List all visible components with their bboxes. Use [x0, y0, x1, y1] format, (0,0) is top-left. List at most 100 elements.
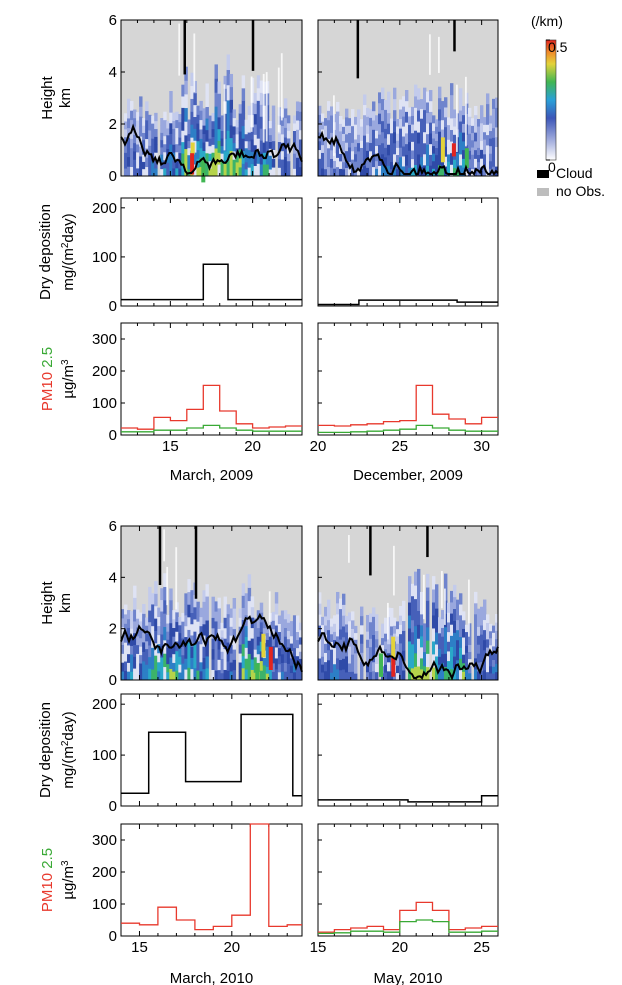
lidar-extinction-cell	[471, 118, 475, 126]
lidar-extinction-cell	[286, 122, 291, 131]
lidar-extinction-cell	[244, 147, 249, 156]
lidar-extinction-cell	[339, 629, 343, 640]
lidar-extinction-cell	[265, 632, 270, 640]
lidar-extinction-cell	[196, 149, 200, 159]
lidar-extinction-cell	[259, 152, 264, 165]
lidar-extinction-cell	[369, 159, 373, 169]
lidar-extinction-cell	[262, 672, 267, 681]
lidar-extinction-cell	[390, 132, 394, 141]
lidar-extinction-cell	[193, 152, 197, 165]
lidar-extinction-cell	[420, 669, 424, 681]
lidar-extinction-cell	[166, 128, 170, 136]
lidar-extinction-cell	[145, 157, 149, 168]
lidar-extinction-cell	[387, 112, 391, 124]
lidar-extinction-cell	[444, 653, 448, 668]
lidar-extinction-cell	[142, 603, 146, 614]
lidar-extinction-cell	[298, 672, 303, 681]
lidar-extinction-cell	[369, 109, 373, 118]
lidar-extinction-cell	[477, 653, 481, 663]
lidar-extinction-cell	[178, 632, 182, 642]
lidar-extinction-cell	[408, 158, 412, 168]
lidar-extinction-cell	[345, 167, 349, 177]
lidar-extinction-cell	[372, 670, 376, 681]
lidar-extinction-cell	[423, 665, 427, 674]
lidar-extinction-cell	[375, 638, 379, 648]
lidar-extinction-cell	[139, 646, 143, 656]
lidar-extinction-cell	[342, 626, 346, 638]
lidar-sparse-column	[265, 72, 268, 142]
lidar-extinction-cell	[492, 632, 496, 640]
lidar-extinction-cell	[336, 646, 340, 659]
lidar-extinction-cell	[453, 608, 457, 621]
lidar-extinction-cell	[339, 123, 343, 132]
lidar-extinction-cell	[348, 168, 352, 177]
lidar-extinction-cell	[381, 87, 385, 100]
lidar-extinction-cell	[402, 156, 406, 167]
lidar-extinction-cell	[372, 101, 376, 112]
lidar-extinction-cell	[336, 120, 340, 131]
lidar-extinction-cell	[169, 165, 173, 177]
lidar-extinction-cell	[327, 599, 331, 611]
lidar-extinction-cell	[136, 128, 140, 137]
lidar-extinction-cell	[333, 663, 337, 673]
lidar-extinction-cell	[348, 132, 352, 141]
lidar-extinction-cell	[342, 147, 346, 156]
lidar-extinction-cell	[462, 619, 466, 629]
lidar-extinction-cell	[208, 168, 212, 177]
colorbar	[545, 39, 557, 161]
lidar-extinction-cell	[480, 105, 484, 115]
lidar-extinction-cell	[405, 154, 409, 166]
lidar-extinction-cell	[345, 117, 349, 126]
lidar-extinction-cell	[139, 671, 143, 681]
lidar-extinction-cell	[163, 599, 167, 614]
lidar-extinction-cell	[474, 602, 478, 615]
lidar-extinction-cell	[130, 645, 134, 655]
lidar-extinction-cell	[333, 655, 337, 665]
lidar-extinction-cell	[208, 145, 212, 154]
lidar-extinction-cell	[459, 625, 463, 638]
lidar-extinction-cell	[432, 589, 436, 603]
lidar-extinction-cell	[480, 131, 484, 142]
lidar-extinction-cell	[265, 626, 270, 634]
lidar-extinction-cell	[232, 126, 237, 135]
lidar-extinction-cell	[298, 658, 303, 667]
lidar-extinction-cell	[220, 651, 224, 659]
lidar-sparse-column	[456, 84, 458, 152]
lidar-extinction-cell	[277, 150, 282, 160]
lidar-extinction-cell	[426, 91, 430, 103]
lidar-hotspot	[379, 653, 383, 677]
lidar-extinction-cell	[402, 630, 406, 641]
lidar-extinction-cell	[483, 153, 487, 162]
lidar-extinction-cell	[387, 643, 391, 654]
lidar-extinction-cell	[229, 617, 234, 627]
lidar-extinction-cell	[226, 130, 230, 147]
lidar-extinction-cell	[477, 626, 481, 636]
lidar-extinction-cell	[465, 666, 469, 674]
lidar-extinction-cell	[393, 153, 397, 166]
lidar-extinction-cell	[142, 632, 146, 643]
lidar-extinction-cell	[241, 113, 246, 127]
lidar-extinction-cell	[366, 671, 370, 681]
lidar-y-tick-label: 2	[109, 621, 117, 638]
lidar-extinction-cell	[199, 670, 203, 681]
lidar-extinction-cell	[495, 107, 499, 118]
lidar-extinction-cell	[390, 626, 394, 636]
pm10-step-line	[121, 384, 302, 430]
lidar-extinction-cell	[271, 662, 276, 672]
lidar-extinction-cell	[324, 118, 328, 126]
lidar-extinction-cell	[426, 154, 430, 166]
lidar-extinction-cell	[256, 163, 261, 177]
lidar-extinction-cell	[435, 596, 439, 609]
lidar-extinction-cell	[426, 144, 430, 156]
lidar-extinction-cell	[121, 662, 125, 672]
lidar-extinction-cell	[292, 160, 297, 169]
lidar-extinction-cell	[459, 154, 463, 166]
lidar-extinction-cell	[220, 665, 224, 674]
lidar-extinction-cell	[492, 127, 496, 138]
lidar-extinction-cell	[283, 108, 288, 119]
pm25-step-line	[318, 424, 498, 434]
lidar-frame	[317, 19, 499, 177]
lidar-extinction-cell	[495, 630, 499, 640]
lidar-extinction-cell	[238, 113, 243, 123]
lidar-extinction-cell	[492, 652, 496, 661]
